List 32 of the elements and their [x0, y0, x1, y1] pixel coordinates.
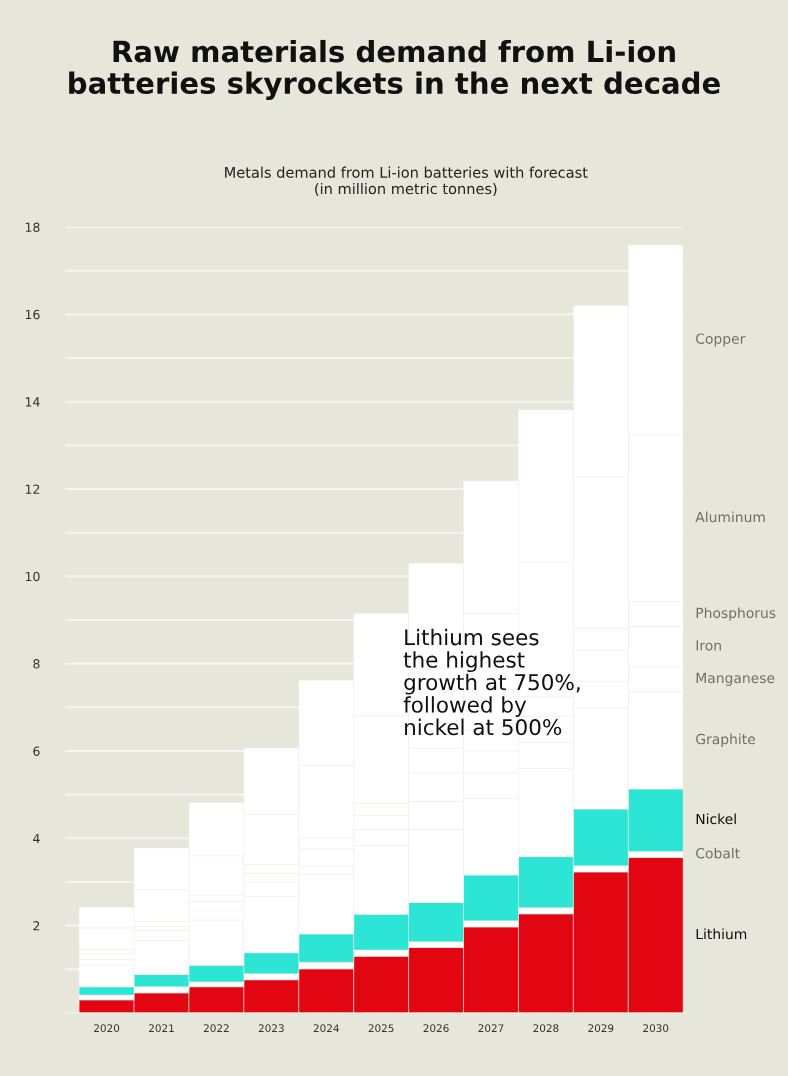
chart-title: Raw materials demand from Li-ion batteries skyrockets in the next decade [69, 39, 720, 100]
y-tick-label: 16 [25, 309, 40, 320]
x-tick-label: 2028 [533, 1024, 559, 1033]
x-tick-label: 2021 [149, 1024, 174, 1033]
y-tick-label: 12 [25, 484, 40, 494]
series-label: Manganese [696, 672, 775, 686]
x-tick-label: 2020 [94, 1024, 120, 1033]
annotation: Lithium sees the highest growth at 750%, followed by nickel at 500% [403, 628, 580, 736]
x-tick-label: 2026 [423, 1024, 449, 1033]
chart-subtitle: Metals demand from Li-ion batteries with forecast (in million metric tonnes) [225, 166, 588, 196]
y-tick-label: 2 [33, 921, 40, 931]
series-label: Cobalt [696, 847, 740, 859]
x-tick-label: 2022 [203, 1024, 229, 1033]
series-label: Graphite [696, 733, 755, 747]
series-label: Lithium [696, 928, 747, 940]
series-label: Nickel [696, 813, 736, 825]
series-label: Copper [696, 333, 746, 347]
y-tick-label: 10 [25, 571, 40, 582]
y-tick-label: 8 [33, 659, 40, 669]
x-tick-label: 2027 [478, 1024, 504, 1033]
y-tick-label: 14 [25, 397, 40, 407]
x-tick-label: 2024 [313, 1024, 339, 1033]
y-tick-label: 18 [25, 222, 40, 232]
x-tick-label: 2029 [588, 1024, 614, 1033]
y-tick-label: 4 [33, 833, 40, 844]
series-label: Iron [696, 640, 721, 651]
series-label: Phosphorus [696, 607, 776, 621]
x-tick-label: 2025 [368, 1024, 394, 1033]
x-tick-label: 2030 [643, 1024, 669, 1033]
series-label: Aluminum [695, 511, 765, 523]
y-tick-label: 6 [33, 746, 40, 756]
x-tick-label: 2023 [258, 1024, 284, 1033]
